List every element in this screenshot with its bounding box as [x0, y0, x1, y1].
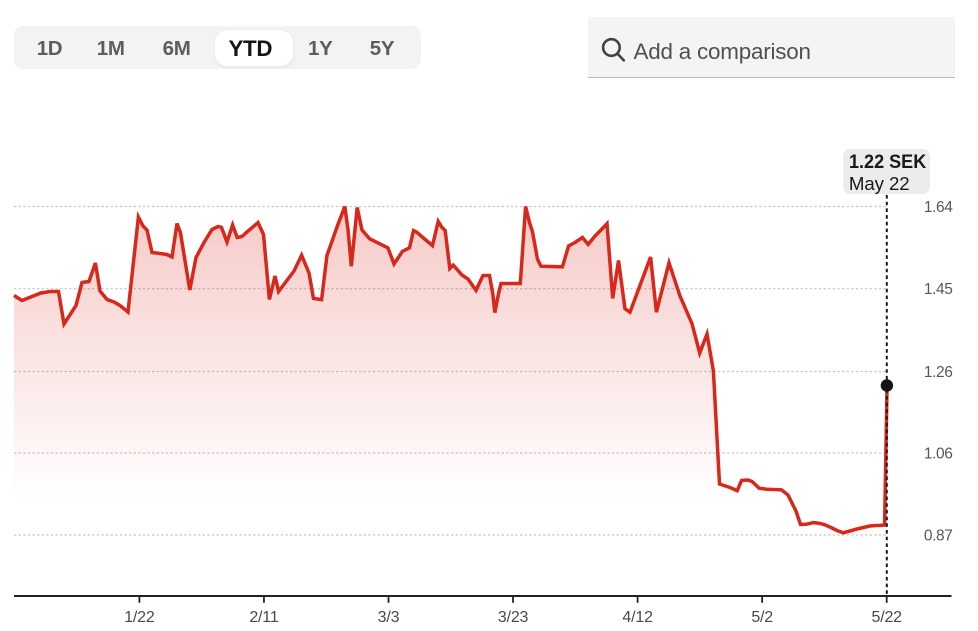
svg-text:3/23: 3/23	[498, 609, 529, 626]
svg-text:1/22: 1/22	[124, 609, 155, 626]
svg-text:1.26: 1.26	[924, 364, 953, 381]
svg-text:0.87: 0.87	[924, 528, 953, 545]
svg-text:3/3: 3/3	[378, 609, 400, 626]
svg-text:1.64: 1.64	[924, 199, 953, 216]
svg-text:5/2: 5/2	[751, 609, 773, 626]
svg-text:1.45: 1.45	[924, 281, 953, 298]
svg-text:5/22: 5/22	[872, 609, 903, 626]
svg-text:2/11: 2/11	[249, 609, 278, 626]
svg-text:1.06: 1.06	[924, 446, 953, 463]
svg-text:4/12: 4/12	[622, 609, 653, 626]
